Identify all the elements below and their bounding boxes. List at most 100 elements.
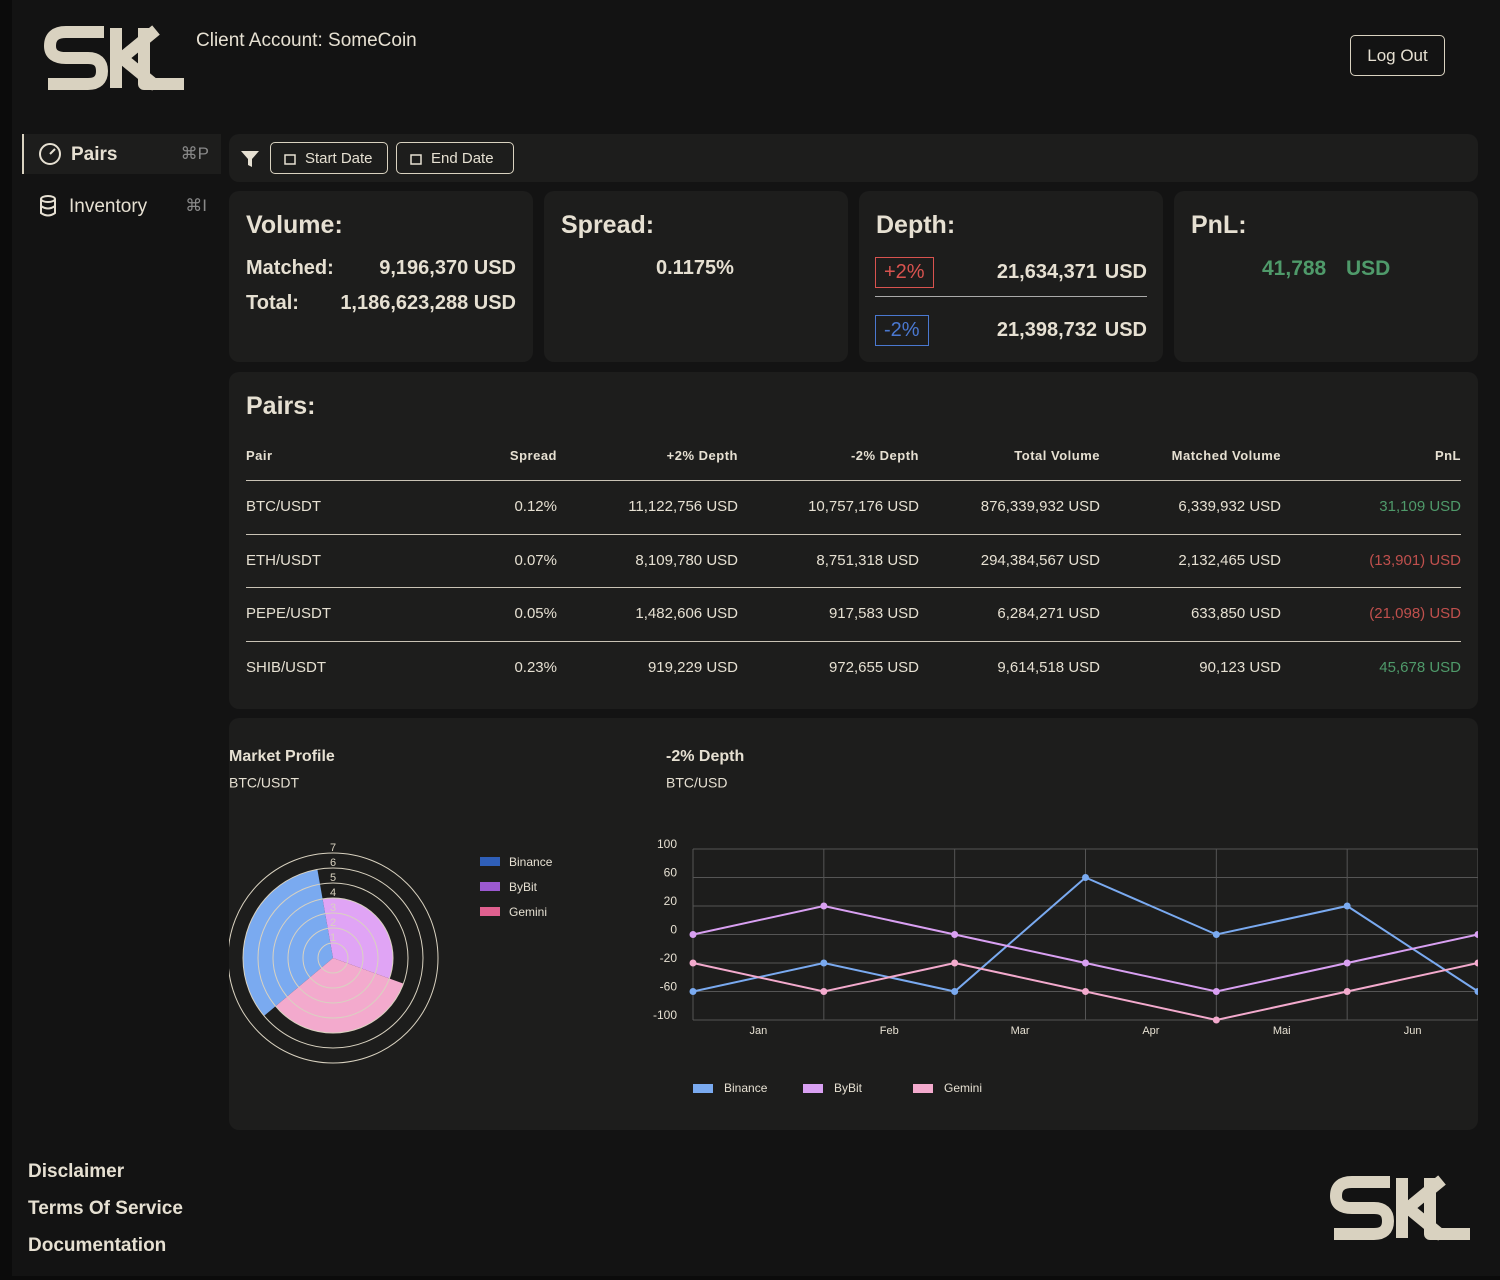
column-header: Matched Volume: [1171, 448, 1281, 463]
footer-link[interactable]: Terms Of Service: [28, 1198, 183, 1219]
footer-link[interactable]: Documentation: [28, 1235, 167, 1256]
icon: [49, 148, 56, 155]
metric-value: 1,186,623,288 USD: [340, 292, 516, 314]
calendar-icon: [284, 154, 296, 165]
logo: [1330, 1175, 1470, 1241]
radial-tick-label: 3: [330, 902, 336, 914]
table-cell: 90,123 USD: [1199, 658, 1281, 676]
nav-icon: [39, 143, 61, 165]
table-cell: 633,850 USD: [1190, 605, 1281, 622]
data-point: [689, 931, 697, 938]
data-point: [1474, 959, 1478, 967]
data-point: [951, 959, 959, 967]
nav-label: Inventory: [69, 196, 148, 217]
logo-s: [44, 26, 108, 90]
row-divider: [246, 587, 1461, 588]
radial-tick-label: 6: [330, 857, 336, 869]
logout-button[interactable]: Log Out: [1350, 35, 1445, 76]
legend-swatch: [480, 907, 500, 916]
depth-unit: USD: [1104, 319, 1147, 341]
nav-item[interactable]: Inventory ⌘I: [22, 186, 219, 226]
x-tick-label: Jun: [1404, 1025, 1422, 1037]
data-point: [1082, 874, 1089, 881]
radial-grid: [302, 927, 364, 989]
date-button[interactable]: End Date: [396, 142, 514, 174]
radial-tick-label: 1: [330, 932, 336, 944]
y-tick-label: -100: [653, 1008, 677, 1022]
filter-icon[interactable]: [240, 149, 260, 169]
pnl-value: 41,788: [1262, 257, 1327, 280]
radial-tick-label: 7: [330, 842, 336, 854]
table-cell: (21,098) USD: [1369, 605, 1461, 622]
logo-l: [138, 28, 184, 90]
date-button[interactable]: Start Date: [270, 142, 388, 174]
radial-tick-label: 4: [330, 887, 336, 899]
card-title: Spread:: [561, 211, 655, 239]
table-cell: 10,757,176 USD: [808, 498, 919, 515]
radial-grid: [257, 882, 409, 1034]
polar-sector: [275, 958, 404, 1033]
y-tick-label: -60: [660, 980, 678, 994]
x-tick-label: Mar: [1011, 1025, 1030, 1037]
legend-swatch: [480, 882, 500, 891]
table-cell: 31,109 USD: [1379, 498, 1461, 515]
table-cell: 6,284,271 USD: [997, 605, 1100, 622]
table-cell: 1,482,606 USD: [635, 605, 738, 622]
logo-s: [1330, 1176, 1394, 1240]
legend-swatch: [480, 857, 500, 866]
depth-badge: -2%: [875, 315, 929, 346]
polar-sector: [322, 898, 394, 979]
data-point: [820, 902, 828, 910]
calendar-icon: [410, 154, 422, 165]
data-point: [1082, 959, 1089, 967]
data-point: [689, 988, 697, 995]
nav-icon: [40, 195, 56, 217]
date-label: Start Date: [305, 149, 373, 167]
data-point: [689, 959, 697, 967]
x-tick-label: Mai: [1273, 1025, 1291, 1037]
metric-label: Matched:: [246, 257, 334, 279]
radial-grid: [272, 897, 394, 1019]
footer-link[interactable]: Disclaimer: [28, 1161, 125, 1182]
logo-l: [1424, 1178, 1470, 1240]
card-pnl: PnL: 41,788 USD: [1174, 191, 1478, 362]
depth-divider: [875, 296, 1147, 297]
legend-label: Gemini: [944, 1081, 982, 1095]
radial-tick-label: 5: [330, 872, 336, 884]
data-point: [1343, 959, 1351, 967]
table-cell: 917,583 USD: [828, 605, 919, 622]
radial-grid: [242, 867, 424, 1049]
chart-subtitle: BTC/USDT: [229, 775, 299, 791]
radial-grid: [229, 852, 439, 1064]
logo: [44, 25, 184, 91]
table-cell: 0.07%: [514, 551, 557, 569]
row-divider: [246, 480, 1461, 481]
y-tick-label: -20: [660, 951, 678, 965]
icon: [410, 154, 422, 165]
charts: Market Profile BTC/USDT 1 2 3 4 5 6 7 Binance ByBi…: [229, 748, 1478, 1095]
nav-shortcut: ⌘I: [185, 196, 207, 215]
data-point: [820, 988, 828, 995]
legend-label: ByBit: [509, 880, 538, 894]
column-header: Spread: [509, 448, 557, 463]
depth-badge: +2%: [875, 257, 934, 288]
data-point: [951, 931, 959, 938]
table-cell: PEPE/USDT: [246, 605, 332, 622]
metric-label: Total:: [246, 292, 299, 314]
table-cell: BTC/USDT: [246, 498, 321, 515]
radial-grid: [317, 942, 349, 974]
table-cell: 0.23%: [514, 658, 557, 676]
data-point: [1474, 931, 1478, 938]
legend-swatch: [913, 1084, 933, 1093]
x-tick-label: Feb: [880, 1025, 899, 1037]
y-tick-label: 60: [664, 866, 678, 880]
column-header: Total Volume: [1014, 448, 1100, 463]
data-point: [820, 959, 828, 967]
table-cell: 11,122,756 USD: [628, 498, 738, 515]
pairs-panel: Pairs: Pair Spread +2% Depth -2% Depth Total …: [229, 372, 1478, 709]
x-tick-label: Jan: [750, 1025, 768, 1037]
legend-swatch: [803, 1084, 823, 1093]
card-title: Depth:: [876, 211, 956, 239]
data-point: [1474, 988, 1478, 995]
nav-item[interactable]: Pairs ⌘P: [22, 134, 221, 174]
